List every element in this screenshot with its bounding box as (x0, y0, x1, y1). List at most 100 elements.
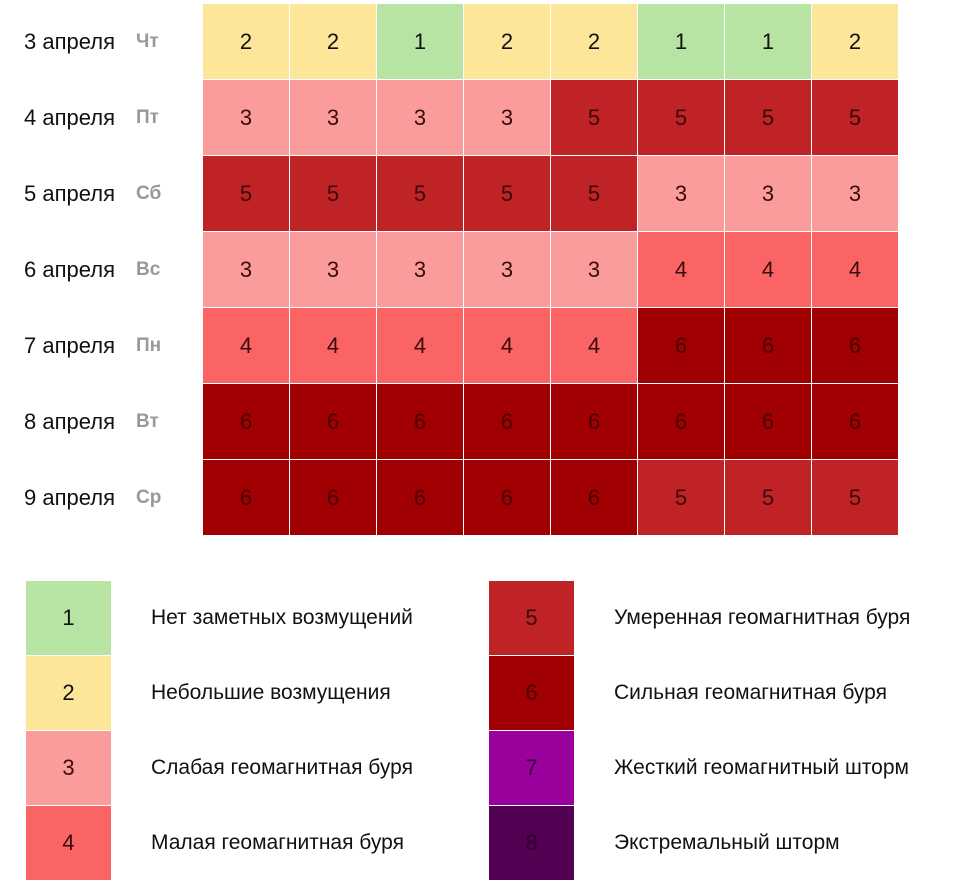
heatmap-cell: 5 (464, 156, 550, 231)
date-label: 7 апреля (24, 332, 115, 358)
legend-label: Слабая геомагнитная буря (151, 756, 413, 779)
legend-label: Умеренная геомагнитная буря (614, 606, 911, 629)
heatmap-cell: 3 (377, 232, 463, 307)
heatmap-cell: 4 (551, 308, 637, 383)
legend-swatch: 8 (489, 806, 574, 880)
row-label: 5 апреля Сб (24, 156, 161, 231)
heatmap-cell: 3 (725, 156, 811, 231)
heatmap-cell: 3 (551, 232, 637, 307)
date-label: 9 апреля (24, 484, 115, 510)
heatmap-cell: 5 (551, 156, 637, 231)
heatmap-cell: 6 (638, 384, 724, 459)
heatmap-cell: 3 (290, 80, 376, 155)
legend-label: Сильная геомагнитная буря (614, 681, 887, 704)
legend-label: Жесткий геомагнитный шторм (614, 756, 909, 779)
legend-right: 5 Умеренная геомагнитная буря 6 Сильная гео… (489, 581, 949, 881)
heatmap-cell: 4 (203, 308, 289, 383)
heatmap-cell: 1 (725, 4, 811, 79)
heatmap-cell: 5 (203, 156, 289, 231)
date-label: 8 апреля (24, 408, 115, 434)
heatmap-cell: 3 (290, 232, 376, 307)
heatmap-cell: 1 (377, 4, 463, 79)
legend-left: 1 Нет заметных возмущений 2 Небольшие возму… (26, 581, 486, 881)
weekday-label: Ср (136, 486, 162, 508)
legend-item: 1 Нет заметных возмущений (26, 581, 486, 656)
heatmap-cell: 6 (377, 384, 463, 459)
date-label: 6 апреля (24, 256, 115, 282)
date-label: 4 апреля (24, 104, 115, 130)
heatmap-cell: 2 (812, 4, 898, 79)
legend-swatch: 4 (26, 806, 111, 880)
legend-label: Экстремальный шторм (614, 831, 840, 854)
heatmap-cell: 3 (203, 80, 289, 155)
legend-item: 8 Экстремальный шторм (489, 806, 949, 881)
legend-swatch: 1 (26, 581, 111, 655)
heatmap-cell: 6 (551, 460, 637, 535)
heatmap-cell: 6 (812, 308, 898, 383)
heatmap-cell: 6 (203, 384, 289, 459)
row-label: 8 апреля Вт (24, 384, 159, 459)
heatmap-cell: 4 (812, 232, 898, 307)
legend-swatch: 7 (489, 731, 574, 805)
heatmap-cell: 4 (725, 232, 811, 307)
heatmap-cell: 4 (290, 308, 376, 383)
heatmap-cell: 3 (464, 80, 550, 155)
heatmap-cell: 3 (203, 232, 289, 307)
weekday-label: Вт (136, 410, 159, 432)
heatmap-cell: 4 (638, 232, 724, 307)
heatmap-cell: 5 (638, 460, 724, 535)
legend-label: Малая геомагнитная буря (151, 831, 404, 854)
heatmap-cell: 4 (377, 308, 463, 383)
heatmap-cell: 3 (812, 156, 898, 231)
row-label: 3 апреля Чт (24, 4, 159, 79)
legend-swatch: 6 (489, 656, 574, 730)
heatmap-cell: 6 (290, 460, 376, 535)
heatmap-cell: 2 (464, 4, 550, 79)
heatmap-cell: 2 (551, 4, 637, 79)
heatmap-cell: 5 (812, 460, 898, 535)
heatmap-cell: 2 (203, 4, 289, 79)
heatmap-cell: 4 (464, 308, 550, 383)
heatmap-cell: 6 (464, 384, 550, 459)
legend-swatch: 2 (26, 656, 111, 730)
heatmap-cell: 5 (725, 80, 811, 155)
weekday-label: Вс (136, 258, 161, 280)
heatmap-cell: 6 (551, 384, 637, 459)
legend-label: Небольшие возмущения (151, 681, 391, 704)
heatmap-cell: 6 (203, 460, 289, 535)
heatmap-cell: 2 (290, 4, 376, 79)
heatmap-cell: 5 (551, 80, 637, 155)
heatmap-cell: 3 (377, 80, 463, 155)
heatmap-cell: 6 (725, 308, 811, 383)
weekday-label: Чт (136, 30, 159, 52)
heatmap-cell: 3 (638, 156, 724, 231)
heatmap-cell: 5 (638, 80, 724, 155)
heatmap-cell: 1 (638, 4, 724, 79)
heatmap-cell: 6 (377, 460, 463, 535)
row-label: 4 апреля Пт (24, 80, 159, 155)
weekday-label: Пт (136, 106, 159, 128)
heatmap-cell: 5 (812, 80, 898, 155)
heatmap-cell: 5 (290, 156, 376, 231)
heatmap-cell: 3 (464, 232, 550, 307)
legend-item: 2 Небольшие возмущения (26, 656, 486, 731)
legend-item: 3 Слабая геомагнитная буря (26, 731, 486, 806)
heatmap-cell: 5 (377, 156, 463, 231)
heatmap-cell: 6 (812, 384, 898, 459)
legend-item: 4 Малая геомагнитная буря (26, 806, 486, 881)
weekday-label: Пн (136, 334, 162, 356)
legend-item: 7 Жесткий геомагнитный шторм (489, 731, 949, 806)
heatmap-cell: 6 (638, 308, 724, 383)
date-label: 5 апреля (24, 180, 115, 206)
legend-item: 5 Умеренная геомагнитная буря (489, 581, 949, 656)
legend-swatch: 3 (26, 731, 111, 805)
row-label: 6 апреля Вс (24, 232, 160, 307)
weekday-label: Сб (136, 182, 162, 204)
heatmap-cell: 6 (290, 384, 376, 459)
legend-swatch: 5 (489, 581, 574, 655)
legend-label: Нет заметных возмущений (151, 606, 413, 629)
row-label: 7 апреля Пн (24, 308, 161, 383)
heatmap-cell: 6 (464, 460, 550, 535)
heatmap-cell: 6 (725, 384, 811, 459)
